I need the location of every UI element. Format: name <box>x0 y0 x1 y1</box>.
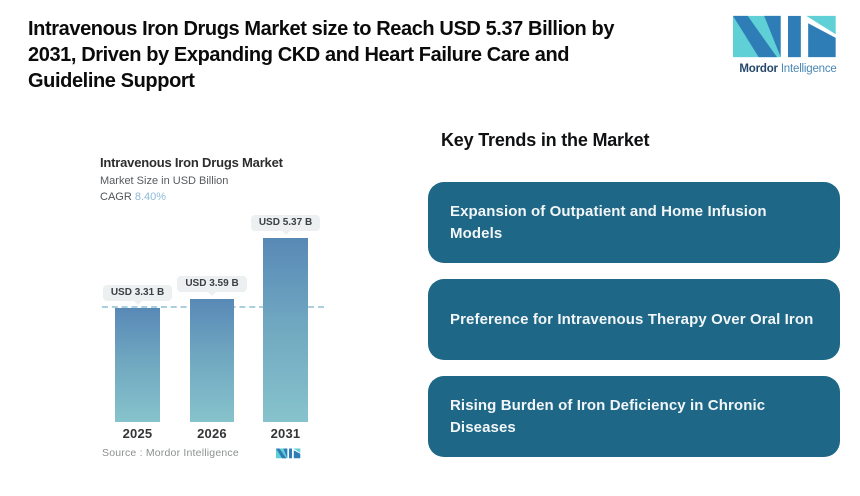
bar-group-2031: USD 5.37 B <box>250 215 321 422</box>
brand-name: Mordor <box>739 63 778 75</box>
key-trends-section: Key Trends in the Market Expansion of Ou… <box>428 130 840 457</box>
bar-2026 <box>190 299 234 422</box>
page-title-line-3: Guideline Support <box>28 70 195 92</box>
x-tick-2026: 2026 <box>197 426 227 441</box>
bar-group-2026: USD 3.59 B <box>177 215 247 422</box>
trend-card-3-text: Rising Burden of Iron Deficiency in Chro… <box>450 396 766 436</box>
chart-title: Intravenous Iron Drugs Market <box>100 155 283 170</box>
mordor-logo-icon <box>733 15 836 58</box>
page-title-line-2: 2031, Driven by Expanding CKD and Heart … <box>28 44 570 66</box>
value-label-2026: USD 3.59 B <box>177 276 247 296</box>
value-label-2031: USD 5.37 B <box>250 215 321 235</box>
cagr-value: 8.40% <box>134 191 167 203</box>
cagr-label: CAGR <box>100 191 132 203</box>
trend-card-2-text: Preference for Intravenous Therapy Over … <box>450 310 814 328</box>
mordor-logo-mark-small <box>276 448 301 458</box>
mordor-logo-wordmark: Mordor Intelligence <box>728 63 848 75</box>
trend-card-1: Expansion of Outpatient and Home Infusio… <box>428 182 840 263</box>
chart-plot-area: USD 3.31 B USD 3.59 B USD 5.37 B 2025 20… <box>100 215 332 441</box>
bar-2025 <box>115 308 160 422</box>
trend-card-1-text: Expansion of Outpatient and Home Infusio… <box>450 202 767 242</box>
brand-name-suffix: Intelligence <box>780 63 837 75</box>
market-size-chart: Intravenous Iron Drugs Market Market Siz… <box>100 155 332 475</box>
page-title-line-1: Intravenous Iron Drugs Market size to Re… <box>28 18 615 40</box>
trend-card-2: Preference for Intravenous Therapy Over … <box>428 279 840 360</box>
x-tick-2031: 2031 <box>270 426 301 441</box>
chart-subtitle: Market Size in USD Billion <box>100 175 229 187</box>
page-title: Intravenous Iron Drugs Market size to Re… <box>28 16 728 94</box>
chart-source-row: Source : Mordor Intelligence <box>102 447 302 459</box>
trends-heading: Key Trends in the Market <box>441 130 650 150</box>
mordor-logo: Mordor Intelligence <box>728 14 848 75</box>
trend-card-3: Rising Burden of Iron Deficiency in Chro… <box>428 376 840 457</box>
x-tick-2025: 2025 <box>122 426 153 441</box>
bar-group-2025: USD 3.31 B <box>102 215 173 422</box>
value-label-2025: USD 3.31 B <box>102 285 173 305</box>
bar-2031 <box>263 238 308 422</box>
chart-cagr: CAGR 8.40% <box>100 191 332 203</box>
source-text: Source : Mordor Intelligence <box>102 447 239 459</box>
